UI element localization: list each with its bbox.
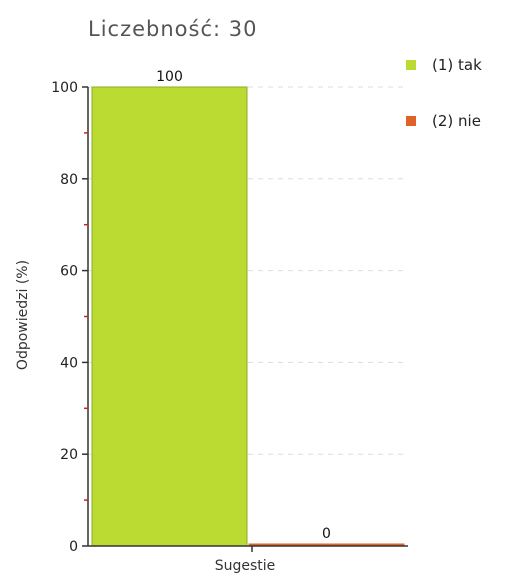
x-axis-label: Sugestie [215,558,276,574]
data-labels: 100 0 [156,69,331,542]
y-tick-label: 20 [60,447,78,463]
data-label: 100 [156,69,183,85]
y-tick-label: 60 [60,264,78,280]
bars [91,86,405,547]
axes: 0 20 40 60 80 100 [51,80,408,555]
y-tick-label: 100 [51,80,78,96]
y-tick-label: 40 [60,355,78,371]
y-axis-label: Odpowiedzi (%) [15,260,31,370]
y-tick-label: 80 [60,172,78,188]
legend-swatch [406,116,416,126]
legend-label: (1) tak [432,56,482,74]
y-tick-label: 0 [69,539,78,555]
legend-swatch [406,60,416,70]
chart-title: Liczebność: 30 [88,17,257,41]
bar-1 [91,86,248,547]
legend: (1) tak (2) nie [406,56,482,130]
data-label: 0 [322,526,331,542]
legend-label: (2) nie [432,112,481,130]
